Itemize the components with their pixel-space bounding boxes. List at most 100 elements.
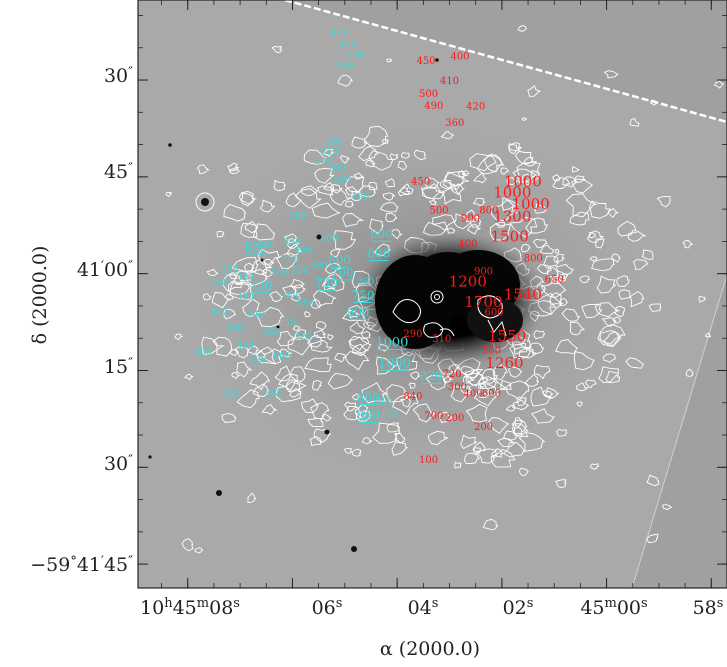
contour (565, 193, 598, 218)
cyan-label-12: 600 (321, 234, 338, 244)
contour (512, 168, 540, 184)
contour (254, 306, 285, 328)
contour (321, 413, 332, 422)
contour (589, 256, 598, 261)
contour (278, 373, 298, 391)
contour (533, 364, 551, 380)
red-label-37: 100 (419, 455, 438, 466)
cyan-label-43: 400 (195, 348, 212, 358)
x-tick-58s: 58s (693, 596, 724, 619)
contour (588, 232, 597, 238)
contour (598, 366, 619, 384)
contour (342, 213, 365, 228)
contour (211, 291, 232, 309)
red-label-23: 600 (484, 308, 503, 319)
contour (344, 186, 360, 196)
contour (255, 346, 276, 365)
contour (245, 268, 269, 287)
contour (682, 240, 693, 249)
contour (317, 185, 337, 196)
contour (413, 149, 427, 161)
contour (274, 381, 302, 403)
contour (443, 374, 454, 384)
contour (397, 160, 408, 171)
contour (602, 353, 616, 363)
contour (611, 253, 621, 263)
contour (397, 186, 411, 197)
contour (271, 45, 283, 54)
contour (361, 382, 389, 404)
contour (546, 267, 560, 278)
contour (196, 164, 210, 175)
contour (704, 332, 712, 338)
contour (439, 179, 453, 189)
red-label-2: 410 (440, 76, 459, 87)
contour (517, 25, 528, 32)
contour (596, 275, 617, 294)
contour (322, 148, 335, 157)
contour (292, 325, 301, 332)
contour (304, 357, 332, 373)
contour (508, 142, 523, 151)
contour (225, 292, 234, 300)
red-label-18: 900 (474, 266, 493, 277)
cyan-label-20: 580 (310, 262, 327, 272)
contour (269, 291, 283, 303)
contour (223, 203, 247, 222)
red-label-25: 1550 (488, 327, 526, 345)
contour (508, 143, 521, 155)
contour (289, 278, 306, 289)
cyan-label-17: 800 (367, 247, 390, 261)
contour (249, 371, 271, 391)
x-tick-10h45m08s: 10h45m08s (140, 596, 240, 619)
contour (543, 387, 560, 399)
x-tick-labels: 10h45m08s 06s 04s 02s 45m00s 58s (140, 596, 723, 619)
contour (291, 284, 307, 294)
contour (482, 518, 499, 531)
contour (324, 262, 342, 274)
cyan-label-27: 360 (357, 278, 374, 288)
cyan-label-25: 420 (237, 273, 254, 283)
contour (384, 178, 396, 188)
cyan-label-8: 200 (334, 176, 351, 186)
contour (315, 321, 327, 331)
contour (629, 290, 645, 308)
contour (641, 249, 654, 260)
y-axis-label: δ (2000.0) (29, 246, 51, 345)
contour (363, 125, 389, 147)
contour (227, 280, 251, 296)
contour (286, 238, 300, 249)
cyan-label-14: 800 (244, 240, 267, 254)
contour (354, 403, 369, 420)
y-tick-45: 45″ (104, 161, 133, 183)
cyan-label-29: 580 (211, 278, 228, 288)
contour (314, 167, 335, 184)
contour (240, 223, 258, 238)
contour (303, 149, 327, 165)
contour (451, 183, 466, 196)
contour (235, 270, 252, 281)
contour (472, 197, 486, 207)
contour (313, 329, 327, 338)
contour (365, 159, 376, 168)
contour (532, 238, 548, 248)
x-axis-label: α (2000.0) (380, 638, 480, 660)
contour (551, 277, 560, 285)
contour (432, 214, 456, 231)
nucleus-contours (392, 290, 507, 338)
contour (221, 413, 237, 423)
contour (590, 463, 599, 470)
contour (301, 185, 319, 196)
field-edge-right (631, 274, 727, 588)
contour (273, 179, 286, 192)
contour (481, 368, 499, 384)
contour (194, 547, 204, 554)
contour (309, 402, 330, 420)
contour (488, 417, 510, 434)
cyan-label-33: 580 (297, 300, 314, 310)
contour (392, 394, 419, 415)
red-label-10: 800 (479, 206, 498, 217)
